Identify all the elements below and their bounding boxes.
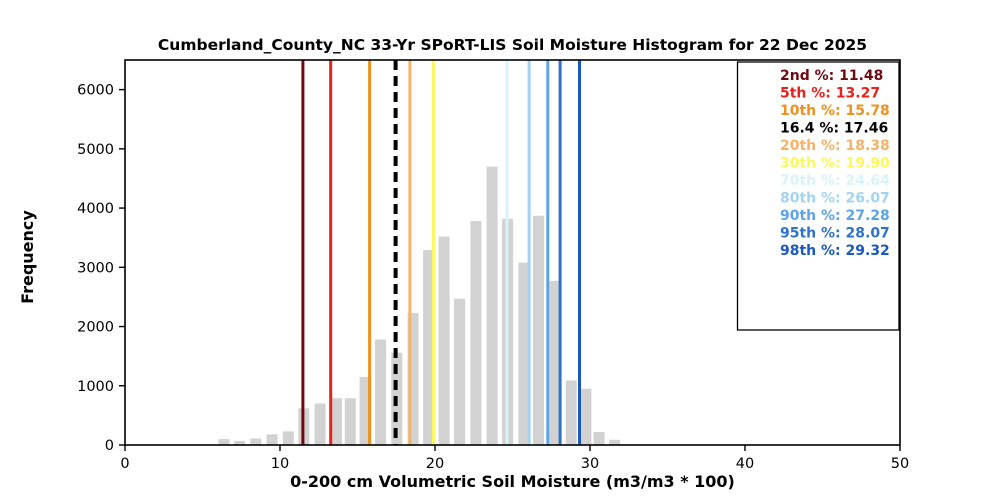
histogram-bar [593, 432, 605, 445]
plot-frame [124, 59, 901, 446]
y-tick-label: 4000 [77, 201, 114, 217]
legend-row: 98th %: 29.32 [780, 243, 890, 259]
histogram-bar [359, 376, 371, 445]
histogram-bar [486, 166, 498, 445]
histogram-bar [375, 339, 387, 445]
x-tick-label: 0 [120, 456, 129, 472]
y-tick-label: 6000 [77, 83, 114, 99]
legend-row: 70th %: 24.64 [780, 173, 890, 189]
histogram-bar [423, 250, 435, 445]
legend-row: 16.4 %: 17.46 [780, 121, 888, 137]
y-tick-label: 3000 [77, 260, 114, 276]
histogram-bar [330, 398, 342, 445]
y-tick-label: 2000 [77, 320, 114, 336]
histogram-bar [533, 215, 545, 445]
legend-row: 30th %: 19.90 [780, 156, 890, 172]
x-axis-label: 0-200 cm Volumetric Soil Moisture (m3/m3… [290, 472, 735, 491]
legend-row: 10th %: 15.78 [780, 103, 890, 119]
legend-row: 20th %: 18.38 [780, 138, 890, 154]
histogram-bar [344, 398, 356, 445]
histogram-bar [234, 440, 245, 445]
chart-title: Cumberland_County_NC 33-Yr SPoRT-LIS Soi… [157, 36, 868, 54]
x-tick-label: 40 [736, 456, 754, 472]
histogram-bar [407, 312, 419, 445]
histogram-bar [266, 434, 278, 445]
histogram-bar [565, 380, 577, 445]
legend-row: 95th %: 28.07 [780, 226, 890, 242]
histogram-bar [609, 439, 621, 445]
histogram-bar [314, 403, 326, 445]
x-tick-label: 50 [891, 456, 909, 472]
legend-row: 5th %: 13.27 [780, 86, 880, 102]
legend-row: 90th %: 27.28 [780, 208, 890, 224]
histogram-bar [470, 221, 482, 445]
histogram-bar [549, 280, 561, 445]
histogram-bar [250, 438, 262, 445]
histogram-bar [518, 262, 530, 445]
y-tick-label: 1000 [77, 379, 114, 395]
y-tick-label: 0 [105, 438, 114, 454]
x-tick-label: 20 [426, 456, 444, 472]
histogram-bar [438, 236, 450, 445]
legend-row: 2nd %: 11.48 [780, 68, 883, 84]
x-tick-label: 30 [581, 456, 599, 472]
y-tick-label: 5000 [77, 142, 114, 158]
legend-box [736, 61, 900, 331]
histogram-bar [454, 298, 466, 445]
histogram-bar [282, 431, 294, 445]
x-tick-label: 10 [271, 456, 289, 472]
histogram-bar [218, 439, 230, 445]
histogram-bar [580, 388, 592, 445]
legend-row: 80th %: 26.07 [780, 191, 890, 207]
